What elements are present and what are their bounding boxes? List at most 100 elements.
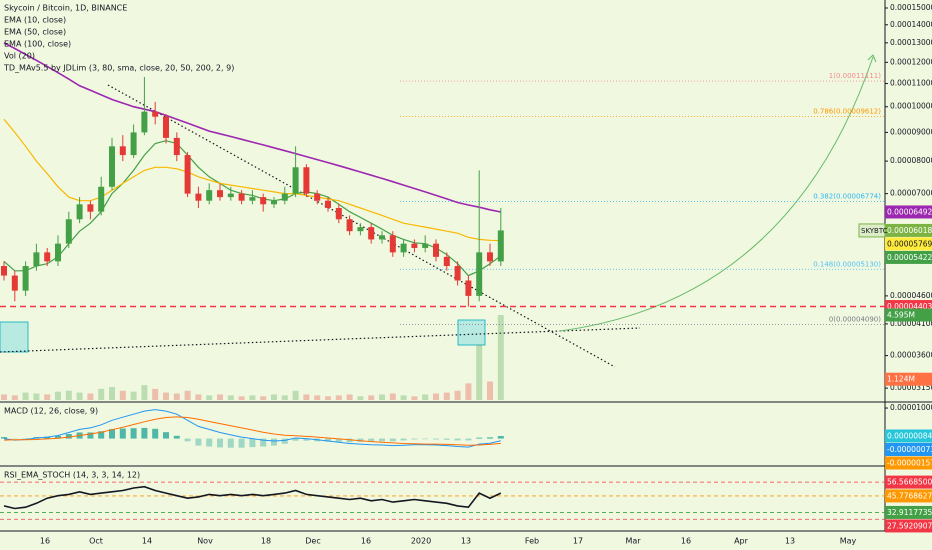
x-tick-label: Feb: [525, 537, 539, 546]
candle-body: [11, 275, 18, 291]
volume-bar: [65, 390, 72, 400]
histogram-bar: [389, 438, 396, 442]
volume-bar: [357, 396, 364, 400]
legend-entry: EMA (50, close): [4, 28, 66, 37]
price-tag-label: 0.00006492: [887, 207, 932, 216]
ema-line: [3, 118, 501, 242]
volume-bar: [325, 396, 331, 400]
y-tick-label: 0.00012000: [890, 57, 932, 66]
legend-entry: TD_MAv5.5 by JDLim (3, 80, sma, close, 2…: [3, 64, 234, 73]
volume-bar: [422, 394, 429, 400]
histogram-bar: [1, 437, 7, 439]
y-tick-label: 0.00003150: [890, 383, 932, 392]
price-tag: [885, 250, 932, 264]
histogram-bar: [433, 438, 439, 440]
candle-body: [173, 137, 180, 156]
histogram-bar: [368, 438, 375, 442]
legend-entry: EMA (10, close): [4, 16, 66, 25]
candle-body: [238, 193, 245, 201]
candle-body: [476, 252, 483, 296]
candle-body: [433, 243, 439, 257]
trend-line: [107, 84, 616, 368]
histogram-bar: [400, 438, 407, 441]
price-tag-label: -0.00000073: [887, 445, 932, 454]
candle-body: [130, 132, 137, 156]
x-tick-label: Nov: [197, 537, 213, 546]
candle-body: [379, 235, 385, 240]
price-tag: [885, 372, 932, 386]
candle-body: [260, 197, 267, 205]
y-tick-label: 0.00014000: [890, 20, 932, 29]
candle-body: [109, 146, 115, 187]
y-tick-label: 0.00001000: [890, 403, 932, 412]
volume-bar: [281, 395, 288, 400]
volume-bar: [195, 394, 202, 400]
price-tag-label: -0.00000157: [887, 459, 932, 468]
candle-body: [184, 155, 191, 194]
volume-bar: [303, 394, 310, 400]
y-tick-label: 0.00013000: [890, 38, 932, 47]
pane-title: RSI_EMA_STOCH (14, 3, 3, 14, 12): [4, 471, 140, 480]
histogram-bar: [98, 431, 105, 439]
volume-bar: [206, 395, 213, 400]
candle-body: [76, 204, 83, 220]
price-tag: [885, 429, 932, 443]
x-tick-label: 18: [261, 537, 271, 546]
candle-body: [497, 230, 504, 262]
candle-body: [303, 167, 310, 194]
fib-label: 0(0.00004090): [829, 316, 881, 324]
volume-bar: [249, 395, 256, 400]
x-tick-label: May: [840, 537, 857, 546]
candle-body: [281, 193, 288, 201]
candle-body: [33, 252, 40, 267]
oscillator-line: [3, 485, 502, 510]
candle-body: [400, 243, 407, 253]
price-tag: [885, 223, 932, 237]
price-tag: [885, 308, 932, 322]
fib-label: 1(0.00011111): [829, 72, 881, 80]
candle-body: [325, 200, 331, 208]
x-tick-label: 17: [573, 537, 583, 546]
price-tag: [885, 205, 932, 219]
candle-body: [389, 235, 396, 253]
volume-bar: [314, 395, 321, 400]
price-tag-label: 4.595M: [887, 311, 915, 320]
histogram-bar: [152, 428, 159, 439]
volume-bar: [109, 387, 115, 400]
histogram-bar: [141, 427, 148, 439]
candle-body: [422, 243, 429, 248]
histogram-bar: [476, 437, 483, 439]
price-tag-label: 45.77686274: [887, 491, 932, 500]
projection-arc: [559, 56, 874, 332]
price-tag: [885, 443, 932, 457]
x-tick-label: 16: [681, 537, 691, 546]
x-tick-label: 2020: [411, 537, 431, 546]
candle-body: [357, 227, 364, 232]
volume-bar: [335, 395, 342, 400]
volume-bar: [152, 388, 159, 400]
candle-body: [65, 219, 72, 244]
trend-line: [0, 327, 641, 353]
histogram-bar: [217, 438, 223, 448]
candle-body: [44, 252, 51, 262]
candle-body: [98, 186, 105, 212]
x-tick-label: Dec: [305, 537, 320, 546]
candle-body: [206, 190, 213, 201]
histogram-bar: [87, 432, 94, 439]
volume-bar: [454, 390, 461, 400]
volume-bar: [173, 393, 180, 400]
y-tick-label: 0.00007000: [890, 189, 932, 198]
histogram-bar: [443, 438, 450, 440]
candle-body: [217, 190, 223, 198]
fib-label: 0.148(0.00005130): [813, 260, 881, 268]
histogram-bar: [44, 436, 51, 439]
y-tick-label: 0.00011000: [890, 79, 932, 88]
volume-bar: [271, 394, 277, 400]
histogram-bar: [487, 437, 493, 439]
volume-bar: [443, 392, 450, 400]
candle-body: [465, 280, 472, 296]
volume-bar: [368, 395, 375, 400]
fib-label: 0.786(0.00009612): [813, 107, 881, 115]
volume-bar: [130, 391, 137, 400]
